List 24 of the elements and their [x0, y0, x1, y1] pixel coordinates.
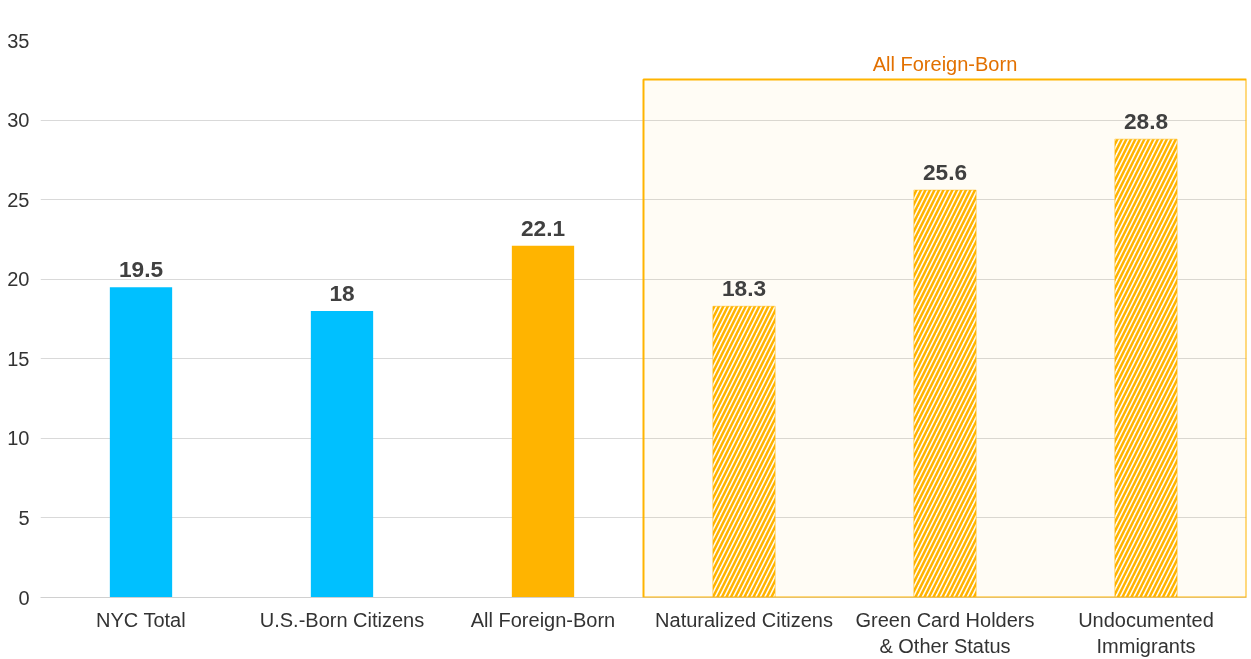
data-label: 19.5 — [118, 256, 164, 283]
y-tick-label: 30 — [7, 109, 30, 132]
data-label: 18 — [329, 280, 355, 307]
x-tick-label: U.S.-Born Citizens — [259, 608, 425, 631]
bar — [511, 245, 575, 598]
y-tick-label: 5 — [18, 506, 30, 529]
y-tick-label: 15 — [7, 347, 30, 370]
data-label: 25.6 — [922, 159, 968, 186]
y-tick-label: 10 — [7, 427, 30, 450]
x-tick-label: Green Card Holders & Other Status — [855, 608, 1035, 657]
x-tick-label: Naturalized Citizens — [655, 608, 833, 631]
bar — [310, 311, 374, 598]
y-tick-label: 35 — [7, 29, 30, 52]
bar — [109, 287, 173, 598]
data-label: 18.3 — [721, 275, 767, 302]
y-tick-label: 20 — [7, 268, 30, 291]
band-label: All Foreign-Born — [872, 53, 1018, 76]
data-label: 22.1 — [520, 214, 566, 241]
x-tick-label: Undocumented Immigrants — [1078, 608, 1214, 657]
x-tick-label: All Foreign-Born — [470, 608, 616, 631]
data-label: 28.8 — [1123, 108, 1169, 135]
x-tick-label: NYC Total — [95, 608, 186, 631]
y-tick-label: 25 — [7, 188, 30, 211]
y-tick-label: 0 — [18, 586, 30, 609]
